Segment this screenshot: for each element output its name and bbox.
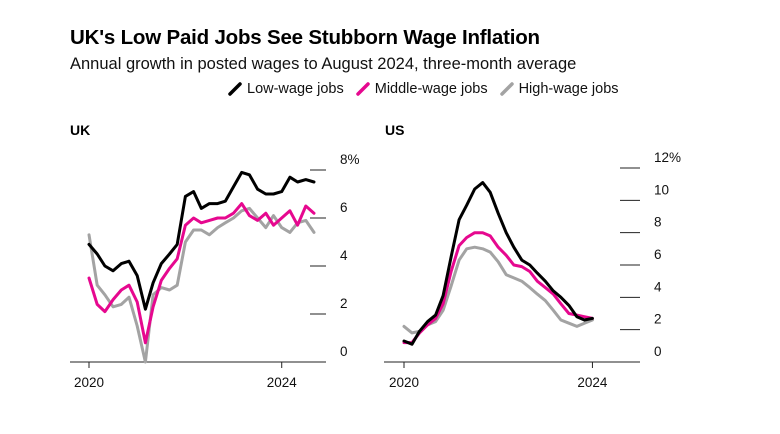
series-line-uk-middle-wage-jobs — [87, 202, 316, 345]
y-tick-label: 0 — [654, 344, 662, 359]
legend-item-middle-wage: Middle-wage jobs — [355, 81, 488, 97]
y-tick-label: 4 — [654, 279, 662, 294]
legend-label-middle-wage: Middle-wage jobs — [374, 81, 488, 97]
panel-label-uk: UK — [70, 122, 90, 138]
panel-uk: UK 0 2 4 6 8% 2020 2024 — [70, 122, 360, 390]
legend-swatch-high-wage — [499, 82, 514, 96]
y-tick-label: 8 — [654, 215, 662, 230]
series-line-uk-high-wage-jobs — [87, 206, 316, 364]
series-line-us-high-wage-jobs — [402, 245, 594, 335]
panel-us: US 0 2 4 6 8 10 12% 2020 2024 — [384, 122, 681, 390]
y-tick-label: 6 — [654, 247, 662, 262]
legend-swatch-middle-wage — [355, 82, 370, 96]
legend-item-low-wage: Low-wage jobs — [228, 81, 344, 97]
legend-label-low-wage: Low-wage jobs — [247, 81, 344, 97]
series-line-us-low-wage-jobs — [402, 181, 594, 346]
y-tick-label: 10 — [654, 182, 669, 197]
panel-label-us: US — [385, 122, 404, 138]
y-tick-label: 6 — [340, 200, 348, 215]
legend-label-high-wage: High-wage jobs — [518, 81, 619, 97]
legend-swatch-low-wage — [228, 82, 242, 96]
legend-item-high-wage: High-wage jobs — [499, 81, 619, 97]
y-tick-label: 2 — [340, 296, 348, 311]
legend: Low-wage jobs Middle-wage jobs High-wage… — [228, 79, 631, 99]
x-tick-label: 2024 — [577, 375, 608, 390]
x-tick-label: 2024 — [267, 375, 298, 390]
series-line-us-middle-wage-jobs — [402, 231, 594, 345]
y-tick-label: 12% — [654, 150, 681, 165]
x-tick-label: 2020 — [389, 375, 419, 390]
chart-subtitle: Annual growth in posted wages to August … — [70, 55, 577, 73]
y-tick-label: 8% — [340, 152, 360, 167]
series-line-uk-low-wage-jobs — [87, 170, 316, 311]
y-tick-label: 0 — [340, 344, 348, 359]
chart-title: UK's Low Paid Jobs See Stubborn Wage Inf… — [70, 26, 540, 49]
x-tick-label: 2020 — [74, 375, 104, 390]
y-tick-label: 4 — [340, 248, 348, 263]
y-tick-label: 2 — [654, 312, 662, 327]
